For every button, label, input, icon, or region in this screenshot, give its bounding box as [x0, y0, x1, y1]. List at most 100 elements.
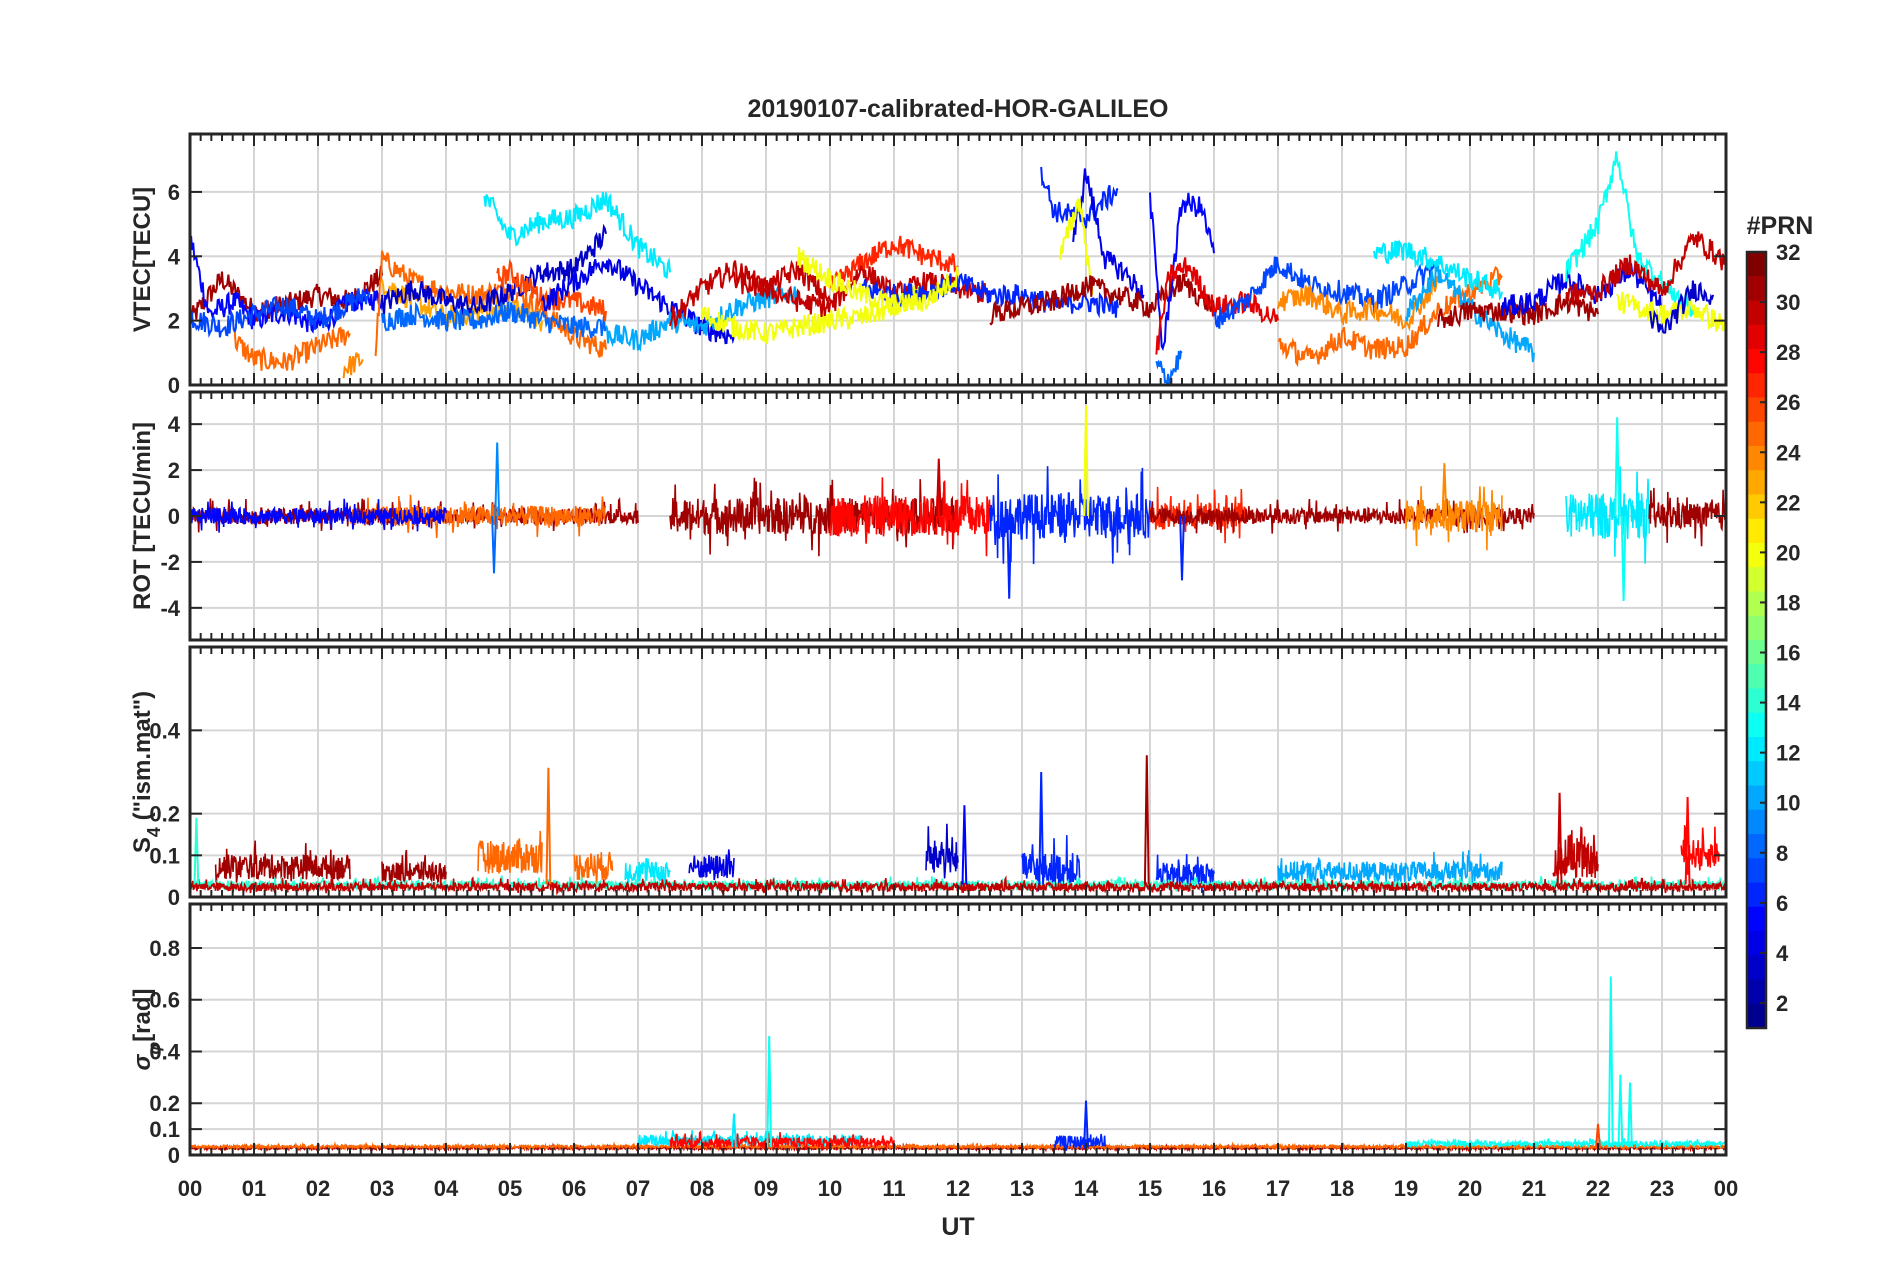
y-tick-label-vtec: 6	[168, 180, 180, 205]
x-axis-label: UT	[941, 1213, 974, 1241]
colorbar-tick-label: 16	[1776, 641, 1800, 666]
sigma-trace-prn-28-3	[669, 1130, 895, 1151]
colorbar-frame	[1745, 250, 1768, 1030]
y-tick-label-sigma: 0.8	[149, 936, 180, 961]
rot-trace-prn-28-4	[829, 477, 991, 557]
colorbar-cell-prn-6	[1747, 882, 1766, 908]
colorbar-cell-prn-25	[1747, 421, 1766, 447]
x-tick-label: 19	[1394, 1176, 1418, 1201]
x-ticks-vtec	[189, 134, 1727, 385]
sigma-spike-prn-26-6	[1595, 1123, 1601, 1148]
y-tick-label-rot: -4	[160, 596, 180, 621]
vtec-series-prn-20-35	[1616, 291, 1726, 332]
rot-trace-prn-27-6	[1149, 486, 1247, 544]
vtec-series-prn-3-36	[1649, 280, 1715, 334]
y-axis-label-main: σ	[129, 1053, 156, 1070]
x-tick-label: 08	[690, 1176, 714, 1201]
s4-spike-prn-25-0	[545, 767, 552, 885]
colorbar-cell-prn-9	[1747, 809, 1766, 835]
vtec-series-prn-20-18	[797, 247, 959, 316]
vtec-series-prn-25-3	[233, 326, 351, 371]
rot-spike-prn-6-7	[1179, 515, 1185, 581]
s4-trace-prn-28-11	[1680, 825, 1720, 875]
y-tick-label-rot: 4	[168, 412, 181, 437]
s4-spike-prn-31-1	[1143, 755, 1150, 885]
colorbar-cell-prn-2	[1747, 979, 1766, 1005]
vtec-series-prn-4-11	[541, 258, 735, 345]
colorbar: #PRN 32 30 28 26 24 22 20 18 16 14 12 10 8 6 4 2	[1745, 212, 1814, 1030]
y-tick-label-s4: 0.1	[149, 843, 180, 868]
colorbar-cell-prn-8	[1747, 834, 1766, 859]
sigma-spike-prn-6-4	[1083, 1100, 1089, 1148]
s4-trace-prn-31-0	[214, 840, 351, 885]
colorbar-cell-prn-30	[1747, 300, 1766, 326]
x-tick-label: 17	[1266, 1176, 1290, 1201]
x-tick-label: 01	[242, 1176, 266, 1201]
x-tick-label: 10	[818, 1176, 842, 1201]
colorbar-tick-label: 8	[1776, 841, 1788, 866]
colorbar-tick-label: 24	[1776, 440, 1801, 465]
colorbar-cell-prn-21	[1747, 518, 1766, 544]
s4-spike-prn-6-2	[1038, 771, 1045, 885]
colorbar-tick-label: 30	[1776, 290, 1800, 315]
grid-rot	[190, 392, 1726, 640]
rot-trace-prn-12-9	[1565, 466, 1650, 564]
y-axis-label-rest: [rad]	[129, 989, 156, 1042]
y-tick-label-vtec: 2	[168, 309, 180, 334]
x-tick-label: 22	[1586, 1176, 1610, 1201]
vtec-series-prn-13-33	[1565, 151, 1695, 317]
s4-trace-prn-25-3	[573, 851, 614, 886]
sigma-spike-prn-13-0	[766, 1035, 773, 1148]
colorbar-cell-prn-13	[1747, 712, 1766, 738]
vtec-series-prn-8-8	[381, 301, 607, 339]
colorbar-title: #PRN	[1747, 212, 1814, 240]
colorbar-tick-label: 28	[1776, 340, 1800, 365]
rot-spike-prn-13-1	[1614, 417, 1621, 517]
colorbar-cell-prn-19	[1747, 567, 1766, 593]
s4-trace-prn-6-8	[1155, 854, 1215, 893]
vtec-series-prn-20-14	[701, 285, 927, 345]
colorbar-cell-prn-31	[1747, 276, 1766, 302]
x-tick-label: 13	[1010, 1176, 1034, 1201]
x-tick-label: 21	[1522, 1176, 1546, 1201]
x-tick-label: 12	[946, 1176, 970, 1201]
vtec-series-prn-8-24	[1155, 349, 1183, 385]
s4-trace-prn-4-5	[688, 849, 735, 881]
colorbar-cell-prn-1	[1747, 1003, 1766, 1029]
colorbar-tick-label: 6	[1776, 891, 1788, 916]
colorbar-cell-prn-23	[1747, 470, 1766, 496]
vtec-series-prn-6-19	[1040, 166, 1119, 229]
s4-trace-prn-12-4	[624, 857, 671, 886]
x-tick-label: 18	[1330, 1176, 1354, 1201]
x-tick-label: 15	[1138, 1176, 1162, 1201]
x-tick-label: 00	[1714, 1176, 1738, 1201]
rot-trace-prn-31-10	[1648, 487, 1726, 547]
x-tick-label: 07	[626, 1176, 650, 1201]
sigma-trace-prn-13-5	[1405, 1137, 1726, 1150]
s4-spike-prn-28-5	[1684, 796, 1691, 885]
colorbar-cell-prn-27	[1747, 373, 1766, 399]
vtec-series-prn-30-34	[1565, 231, 1726, 305]
vtec-series-prn-6-17	[861, 272, 1119, 319]
x-ticks-s4	[189, 647, 1727, 897]
x-tick-label: 14	[1074, 1176, 1099, 1201]
y-tick-label-sigma: 0.6	[149, 988, 180, 1013]
rot-trace-prn-31-7	[1149, 498, 1535, 534]
y-tick-label-vtec: 0	[168, 373, 180, 398]
colorbar-cell-prn-28	[1747, 349, 1766, 374]
s4-spike-prn-30-4	[1556, 792, 1563, 885]
x-ticks-rot	[189, 392, 1727, 640]
colorbar-tick-label: 2	[1776, 991, 1788, 1016]
s4-trace-prn-25-2	[477, 830, 543, 874]
y-tick-label-vtec: 4	[168, 244, 181, 269]
colorbar-cell-prn-11	[1747, 761, 1766, 787]
colorbar-cell-prn-17	[1747, 615, 1766, 641]
x-tick-label: 00	[178, 1176, 202, 1201]
y-axis-label-sub: φ	[144, 1042, 164, 1055]
colorbar-tick-label: 20	[1776, 540, 1800, 565]
colorbar-ticks: 32 30 28 26 24 22 20 18 16 14 12 10 8 6 4 2	[1760, 240, 1801, 1016]
x-tick-label: 16	[1202, 1176, 1226, 1201]
colorbar-cell-prn-10	[1747, 785, 1766, 811]
x-tick-label: 11	[882, 1176, 905, 1201]
